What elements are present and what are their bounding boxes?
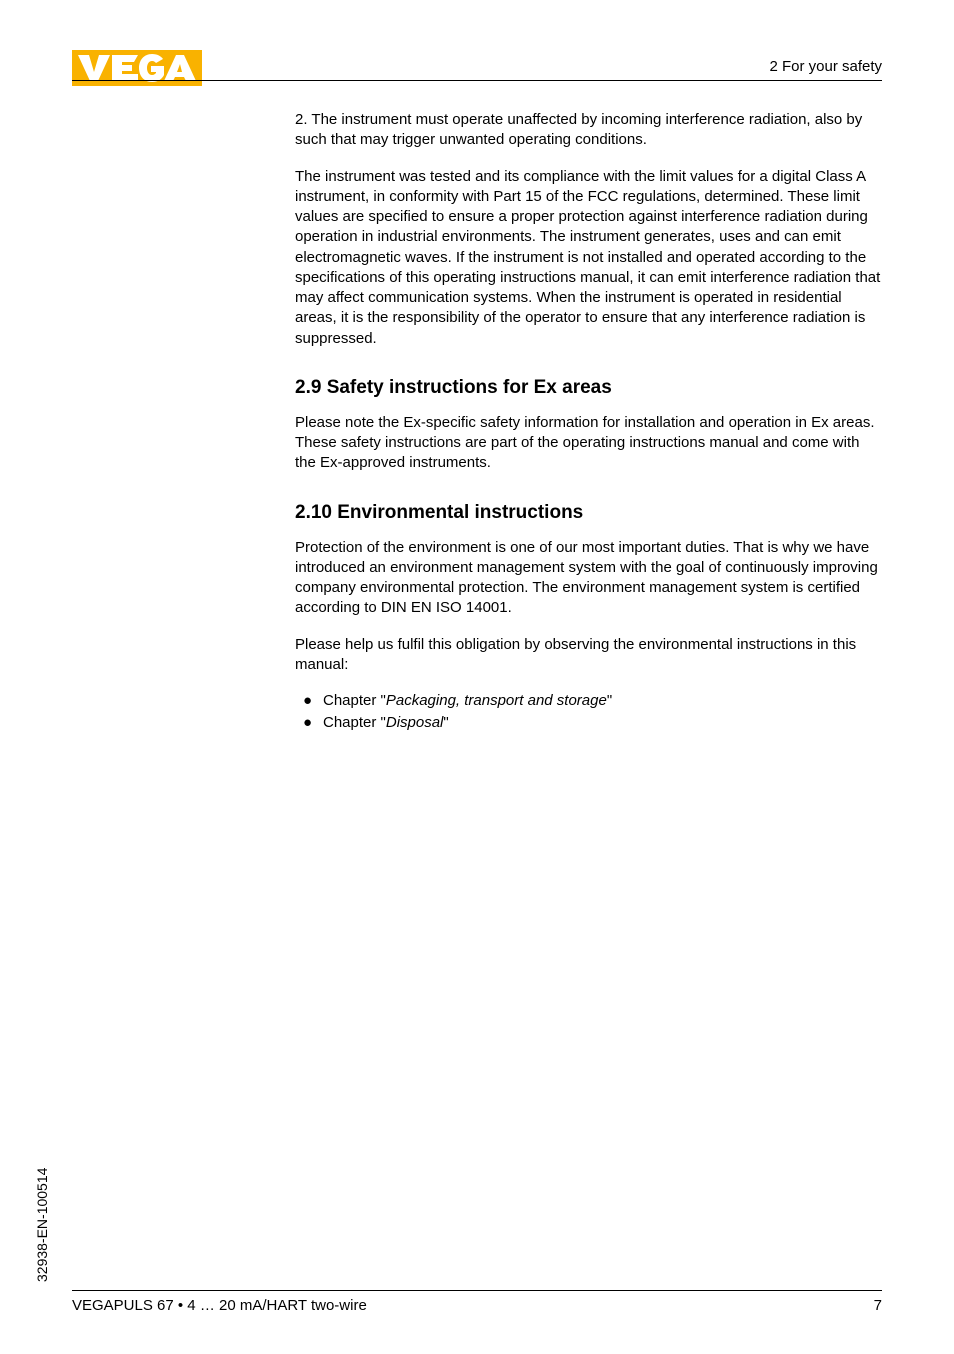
- footer-left: VEGAPULS 67 • 4 … 20 mA/HART two-wire: [72, 1297, 367, 1314]
- footer-content: VEGAPULS 67 • 4 … 20 mA/HART two-wire 7: [72, 1297, 882, 1314]
- bullet-prefix: Chapter ": [323, 692, 386, 709]
- bullet-suffix: ": [607, 692, 612, 709]
- header-underline: [72, 80, 882, 81]
- heading-2-9: 2.9 Safety instructions for Ex areas: [295, 377, 882, 399]
- heading-2-10: 2.10 Environmental instructions: [295, 502, 882, 524]
- vega-logo: [72, 50, 202, 91]
- bullet-list: Chapter "Packaging, transport and storag…: [295, 691, 882, 734]
- paragraph-intro-1: 2. The instrument must operate unaffecte…: [295, 110, 882, 151]
- paragraph-2-9: Please note the Ex-specific safety infor…: [295, 413, 882, 474]
- bullet-item-packaging: Chapter "Packaging, transport and storag…: [295, 691, 882, 711]
- bullet-italic: Packaging, transport and storage: [386, 692, 607, 709]
- document-id-vertical: 32938-EN-100514: [34, 1168, 50, 1282]
- paragraph-intro-2: The instrument was tested and its compli…: [295, 167, 882, 349]
- header-section-label: 2 For your safety: [769, 58, 882, 75]
- footer-line: [72, 1290, 882, 1291]
- content-area: 2. The instrument must operate unaffecte…: [295, 110, 882, 736]
- page-container: 2 For your safety 2. The instrument must…: [0, 0, 954, 1354]
- bullet-item-disposal: Chapter "Disposal": [295, 713, 882, 733]
- paragraph-2-10a: Protection of the environment is one of …: [295, 538, 882, 619]
- bullet-prefix: Chapter ": [323, 714, 386, 731]
- bullet-italic: Disposal: [386, 714, 444, 731]
- footer-page-number: 7: [874, 1297, 882, 1314]
- footer: VEGAPULS 67 • 4 … 20 mA/HART two-wire 7: [72, 1290, 882, 1314]
- paragraph-2-10b: Please help us fulfil this obligation by…: [295, 635, 882, 676]
- bullet-suffix: ": [443, 714, 448, 731]
